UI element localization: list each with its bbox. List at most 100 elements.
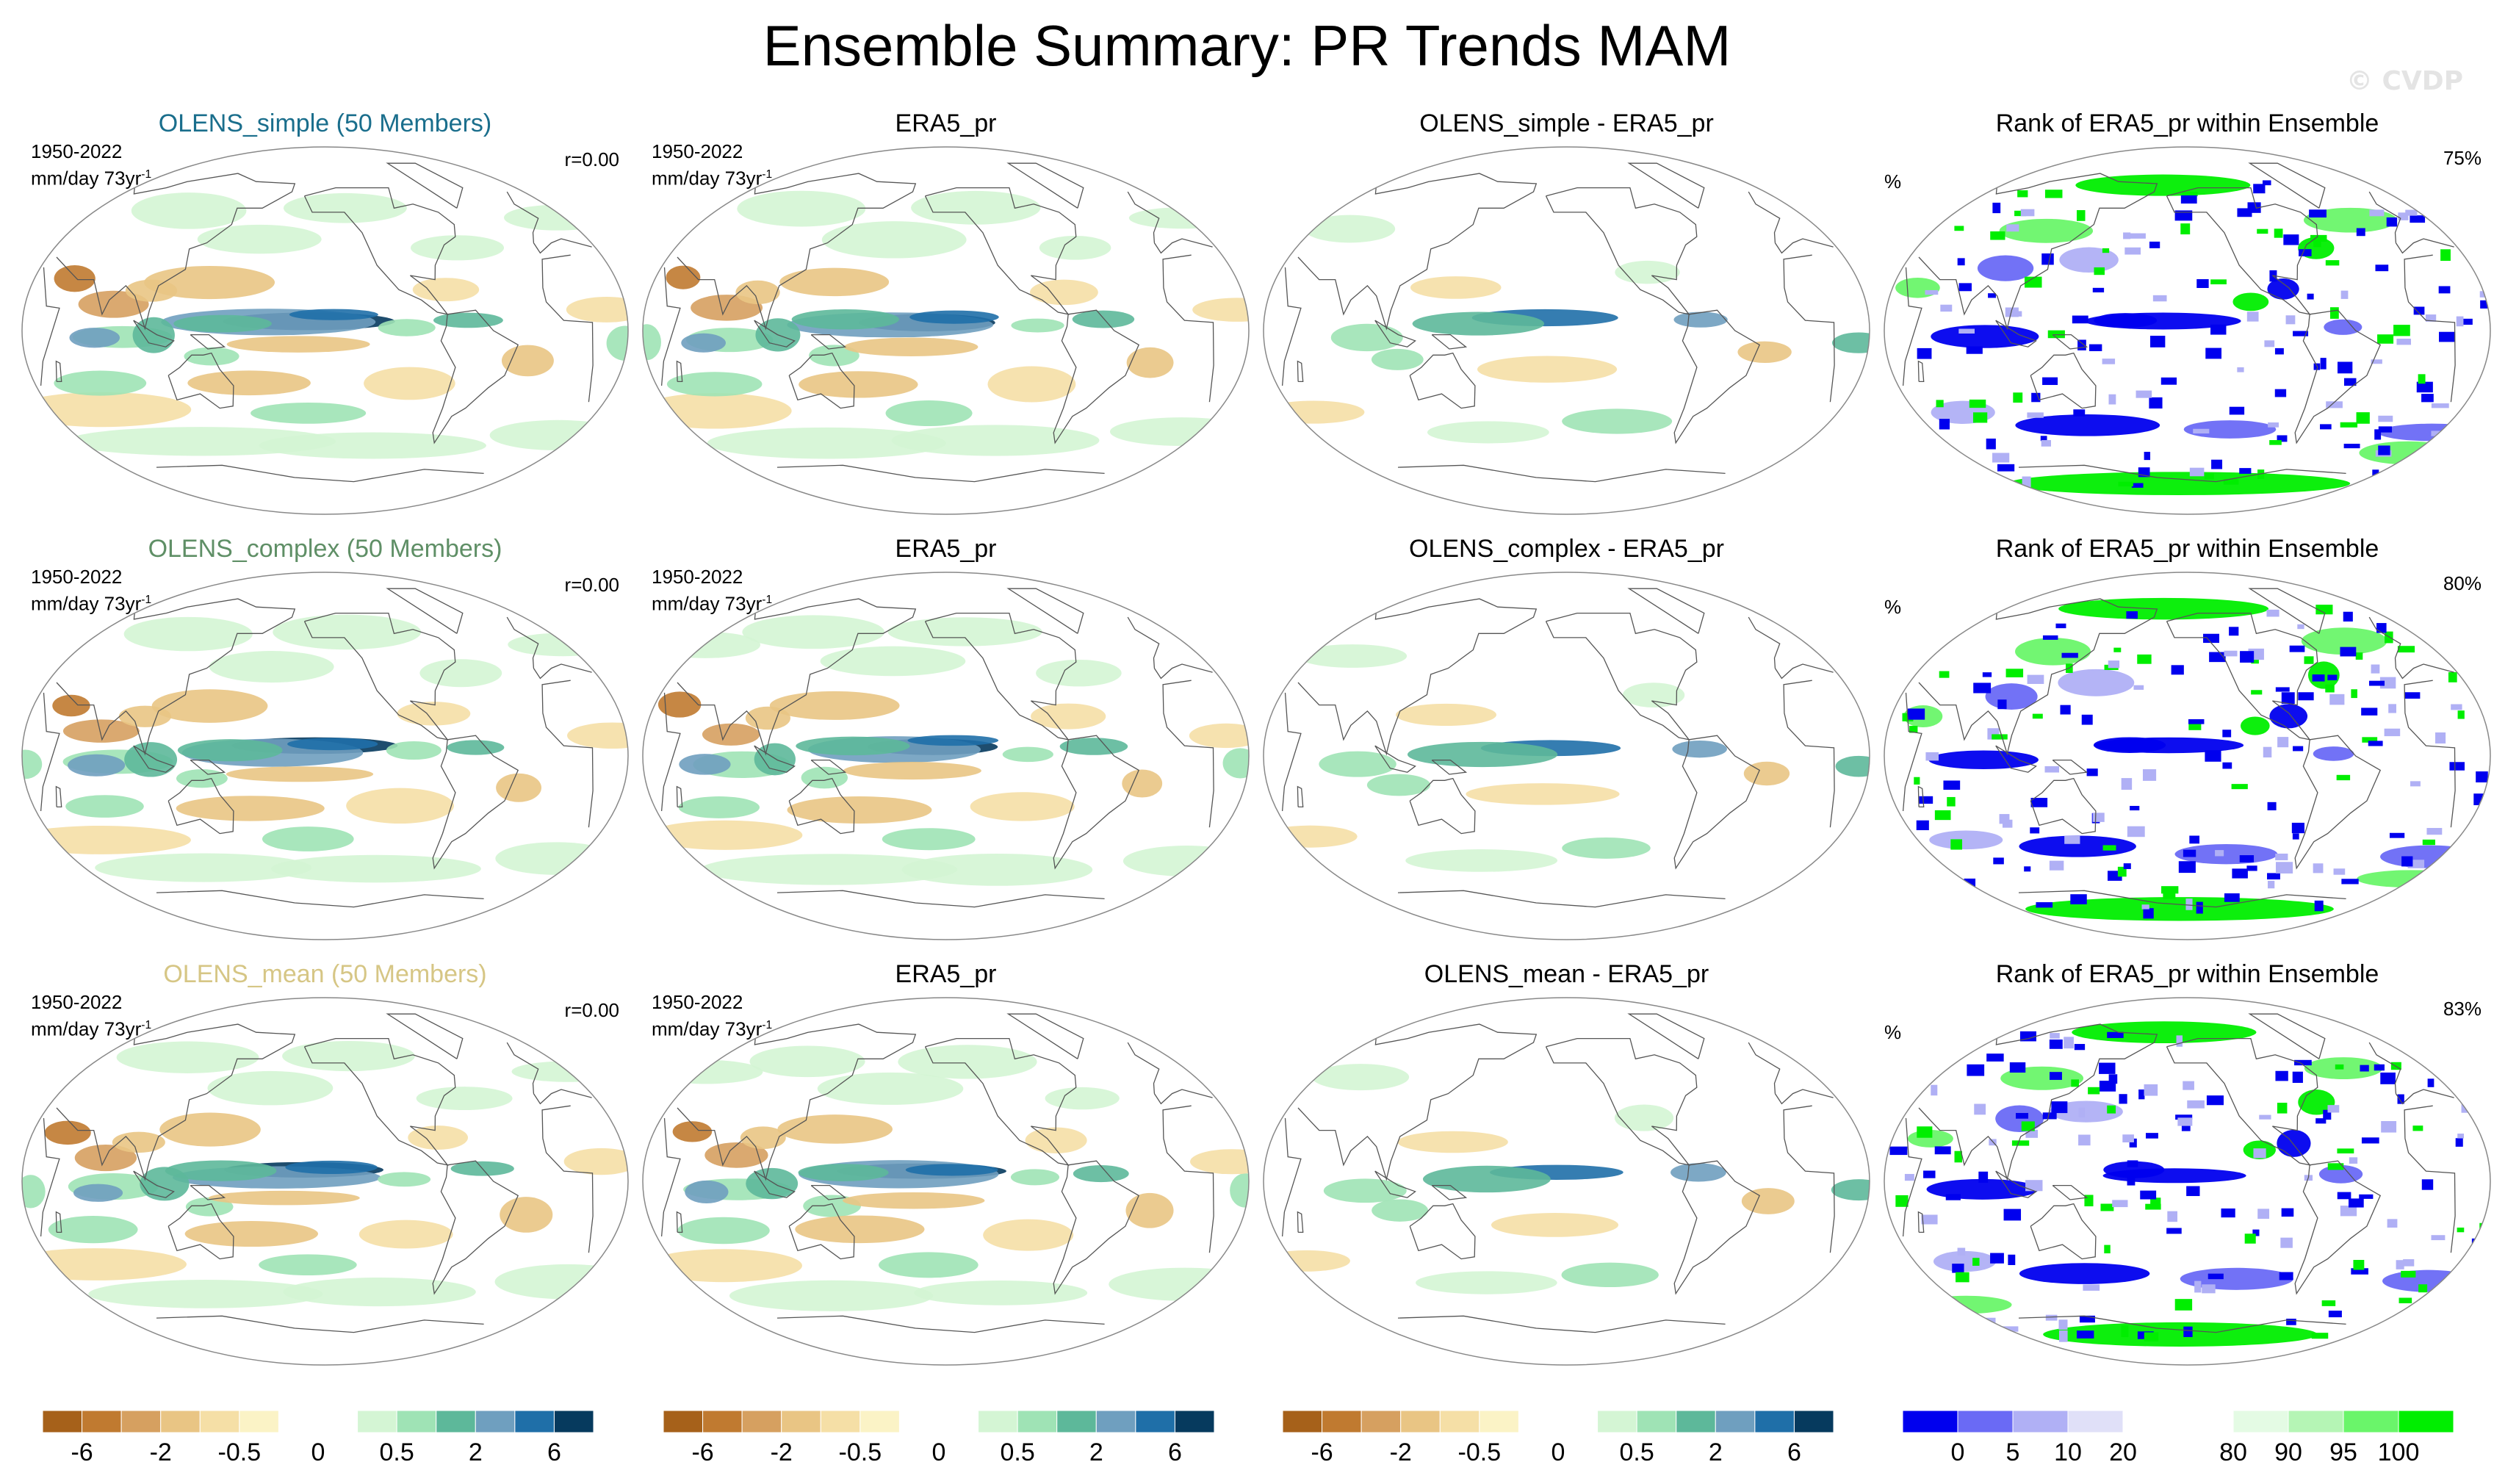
rank-cell xyxy=(2439,331,2456,342)
rank-cell xyxy=(1957,258,1965,266)
rank-cell xyxy=(1889,1146,1908,1156)
field-patch xyxy=(1831,332,1870,353)
rank-cell xyxy=(2021,1121,2035,1131)
coastline xyxy=(677,173,1213,331)
colorbar-swatch xyxy=(1957,1411,2014,1433)
rank-cell xyxy=(2040,436,2047,442)
field-patch xyxy=(65,795,144,818)
field-patch xyxy=(2382,1269,2476,1292)
rank-cell xyxy=(2396,1260,2404,1269)
coastline xyxy=(2166,187,2318,315)
coastline xyxy=(56,598,592,756)
field-patch xyxy=(817,1072,964,1105)
rank-cell xyxy=(1943,780,1961,790)
field-patch xyxy=(1422,1165,1551,1193)
field-patch xyxy=(2232,292,2269,311)
rank-cell xyxy=(2377,334,2394,344)
rank-cell xyxy=(2174,1299,2193,1311)
field-patch xyxy=(885,400,973,427)
units-exponent: -1 xyxy=(141,168,152,181)
colorbar-swatch xyxy=(1135,1411,1175,1433)
map-diff xyxy=(1263,146,1870,515)
field-patch xyxy=(2267,278,2299,300)
rank-cell xyxy=(2160,377,2177,385)
rank-cell xyxy=(1958,328,1975,334)
rank-cell xyxy=(2389,832,2405,838)
rank-cell xyxy=(1934,810,1951,821)
colorbar-swatch xyxy=(2288,1411,2344,1433)
field-patch xyxy=(447,740,505,755)
field-patch xyxy=(891,425,1100,456)
coastline xyxy=(1673,735,1761,870)
field-patch xyxy=(68,754,126,777)
field-patch xyxy=(495,842,617,875)
field-patch xyxy=(173,314,272,333)
rank-cell xyxy=(2314,900,2324,912)
map-panel-diff: OLENS_simple - ERA5_pr xyxy=(1256,109,1877,520)
coastline xyxy=(776,464,1105,483)
period-units-label: 1950-2022 mm/day 73yr-1 xyxy=(31,565,151,616)
field-patch xyxy=(1304,215,1396,243)
rank-cell xyxy=(2361,1137,2379,1144)
coastline xyxy=(303,187,456,315)
field-patch xyxy=(798,1164,889,1181)
colorbar-tick-label: 90 xyxy=(2274,1438,2302,1466)
rank-cell xyxy=(2378,426,2393,433)
coastline xyxy=(2248,588,2326,634)
rank-cell xyxy=(2224,650,2238,657)
field-patch xyxy=(678,796,760,818)
field-patch xyxy=(1831,1179,1870,1201)
colorbar-swatch xyxy=(781,1411,821,1433)
rank-cell xyxy=(2323,1109,2332,1120)
rank-cell xyxy=(2401,856,2413,867)
rank-cell xyxy=(2102,845,2116,851)
coastline xyxy=(924,612,1077,741)
field-patch xyxy=(1396,703,1497,726)
map-rank xyxy=(1884,146,2491,515)
units-exponent: -1 xyxy=(141,594,152,606)
rank-cell xyxy=(2175,1114,2193,1120)
field-patch xyxy=(177,739,283,762)
colorbar-tick-label: 95 xyxy=(2329,1438,2357,1466)
colorbar-swatch xyxy=(1715,1411,1756,1433)
rank-cell xyxy=(2397,1094,2404,1104)
field-patch xyxy=(1297,644,1408,668)
coastline xyxy=(924,1037,1077,1166)
field-patch xyxy=(2380,845,2481,868)
field-patch xyxy=(563,1148,628,1175)
rank-cell xyxy=(2253,184,2266,194)
trend-colorbar: -6 -2 -0.5 0 0.5 2 6 xyxy=(663,1411,1214,1469)
field-patch xyxy=(1673,311,1728,328)
colorbar-swatch xyxy=(2122,1411,2179,1433)
rank-cell xyxy=(2124,247,2141,255)
field-patch xyxy=(2301,627,2387,655)
colorbar-swatch xyxy=(1793,1411,1834,1433)
rank-cell xyxy=(2237,367,2244,372)
field-patch xyxy=(791,309,899,330)
rank-cell xyxy=(2237,208,2252,217)
rank-cell xyxy=(2449,762,2465,771)
map-panel-diff: OLENS_mean - ERA5_pr xyxy=(1256,959,1877,1371)
field-patch xyxy=(1264,400,1365,424)
rank-cell xyxy=(2019,1031,2036,1042)
rank-cell xyxy=(2030,827,2040,834)
field-patch xyxy=(901,853,1093,886)
field-patch xyxy=(378,1172,431,1187)
coastline xyxy=(1917,1211,1925,1233)
field-patch xyxy=(2025,897,2334,921)
coastline xyxy=(2018,1315,2346,1333)
rank-cell xyxy=(2427,1078,2434,1087)
field-patch xyxy=(843,337,979,356)
rank-cell xyxy=(2112,1200,2128,1208)
field-patch xyxy=(685,1180,729,1204)
field-patch xyxy=(69,328,120,348)
coastline xyxy=(156,1315,484,1333)
rank-cell xyxy=(2315,1118,2327,1124)
field-patch xyxy=(1933,1250,1997,1272)
rank-cell xyxy=(2044,190,2063,198)
rank-cell xyxy=(1990,231,2005,240)
rank-cell xyxy=(2268,422,2279,428)
period-units-label: 1950-2022 mm/day 73yr-1 xyxy=(652,140,772,190)
field-patch xyxy=(1045,1087,1120,1110)
rank-cell xyxy=(2050,1033,2060,1039)
